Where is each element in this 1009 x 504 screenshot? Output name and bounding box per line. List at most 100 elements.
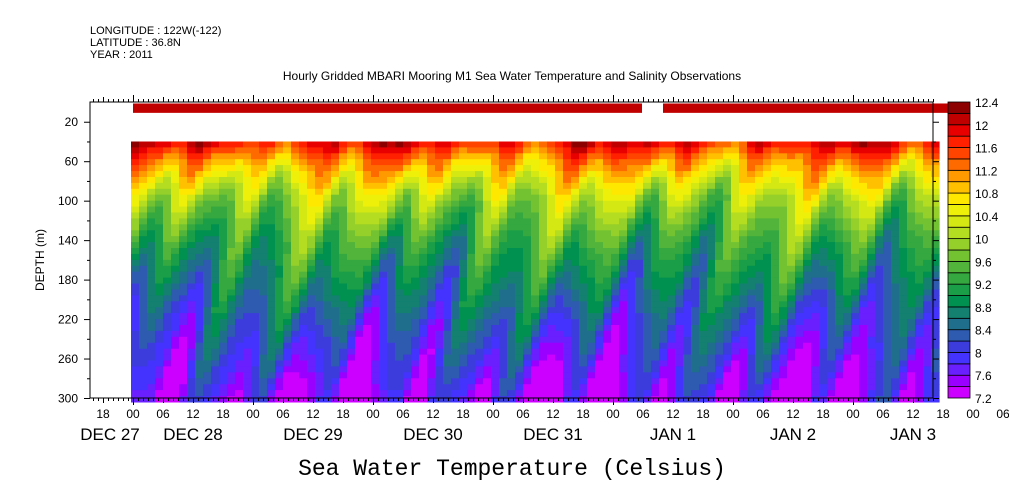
contour-cell — [707, 188, 716, 196]
contour-cell — [883, 330, 892, 338]
contour-cell — [571, 348, 580, 356]
contour-cell — [499, 141, 508, 148]
contour-cell — [675, 354, 684, 362]
contour-cell — [371, 182, 380, 190]
contour-cell — [483, 230, 492, 237]
contour-cell — [707, 301, 716, 308]
contour-cell — [899, 336, 908, 344]
contour-cell — [371, 177, 380, 184]
contour-cell — [763, 141, 772, 148]
contour-cell — [227, 141, 236, 148]
contour-cell — [387, 224, 396, 231]
contour-cell — [339, 188, 348, 196]
contour-cell — [563, 330, 572, 338]
contour-cell — [859, 165, 868, 172]
contour-cell — [731, 366, 740, 373]
contour-cell — [579, 182, 588, 190]
contour-cell — [131, 153, 140, 160]
contour-cell — [435, 271, 444, 279]
contour-cell — [739, 141, 748, 148]
contour-cell — [371, 271, 380, 279]
contour-cell — [491, 188, 500, 196]
contour-cell — [547, 194, 556, 202]
contour-cell — [307, 206, 316, 214]
contour-cell — [563, 206, 572, 214]
contour-cell — [483, 265, 492, 273]
contour-cell — [875, 159, 884, 166]
contour-cell — [843, 372, 852, 379]
contour-cell — [763, 366, 772, 373]
contour-cell — [691, 224, 700, 231]
contour-cell — [779, 242, 788, 249]
contour-cell — [491, 171, 500, 178]
contour-cell — [235, 396, 244, 403]
contour-cell — [891, 390, 900, 397]
contour-cell — [811, 313, 820, 320]
contour-cell — [187, 372, 196, 379]
contour-cell — [891, 230, 900, 237]
contour-cell — [147, 301, 156, 308]
contour-cell — [131, 147, 140, 154]
contour-cell — [819, 319, 828, 326]
contour-cell — [291, 188, 300, 196]
contour-cell — [251, 236, 260, 243]
contour-cell — [875, 348, 884, 356]
contour-cell — [675, 236, 684, 243]
contour-cell — [707, 224, 716, 231]
contour-cell — [539, 159, 548, 166]
contour-cell — [251, 330, 260, 338]
contour-cell — [891, 325, 900, 332]
contour-cell — [291, 212, 300, 219]
contour-cell — [219, 147, 228, 154]
contour-cell — [691, 378, 700, 385]
contour-cell — [203, 259, 212, 267]
contour-cell — [539, 295, 548, 302]
contour-cell — [619, 200, 628, 208]
contour-cell — [643, 319, 652, 326]
contour-cell — [659, 236, 668, 243]
contour-cell — [243, 212, 252, 219]
contour-cell — [435, 206, 444, 214]
contour-cell — [819, 230, 828, 237]
contour-cell — [835, 265, 844, 273]
contour-cell — [283, 188, 292, 196]
contour-cell — [643, 171, 652, 178]
contour-cell — [931, 212, 940, 219]
contour-cell — [859, 153, 868, 160]
contour-cell — [635, 336, 644, 344]
contour-cell — [131, 354, 140, 362]
contour-cell — [811, 396, 820, 403]
contour-cell — [595, 283, 604, 290]
contour-cell — [859, 271, 868, 279]
contour-cell — [611, 165, 620, 172]
contour-cell — [555, 336, 564, 344]
contour-cell — [883, 277, 892, 285]
contour-cell — [323, 325, 332, 332]
contour-cell — [651, 354, 660, 362]
contour-cell — [699, 348, 708, 356]
contour-cell — [923, 354, 932, 362]
contour-cell — [635, 378, 644, 385]
contour-cell — [627, 218, 636, 225]
contour-cell — [339, 194, 348, 202]
colorbar-label: 11.2 — [975, 164, 998, 178]
contour-cell — [707, 396, 716, 403]
contour-cell — [739, 212, 748, 219]
contour-cell — [659, 242, 668, 249]
contour-cell — [187, 307, 196, 314]
contour-cell — [883, 307, 892, 314]
contour-cell — [635, 301, 644, 308]
contour-cell — [899, 236, 908, 243]
contour-cell — [459, 218, 468, 225]
contour-cell — [595, 348, 604, 356]
contour-cell — [915, 265, 924, 273]
contour-cell — [395, 336, 404, 344]
contour-cell — [683, 153, 692, 160]
contour-cell — [307, 313, 316, 320]
contour-cell — [723, 200, 732, 208]
contour-cell — [187, 153, 196, 160]
contour-cell — [603, 171, 612, 178]
contour-cell — [451, 259, 460, 267]
contour-cell — [627, 360, 636, 367]
contour-cell — [923, 171, 932, 178]
